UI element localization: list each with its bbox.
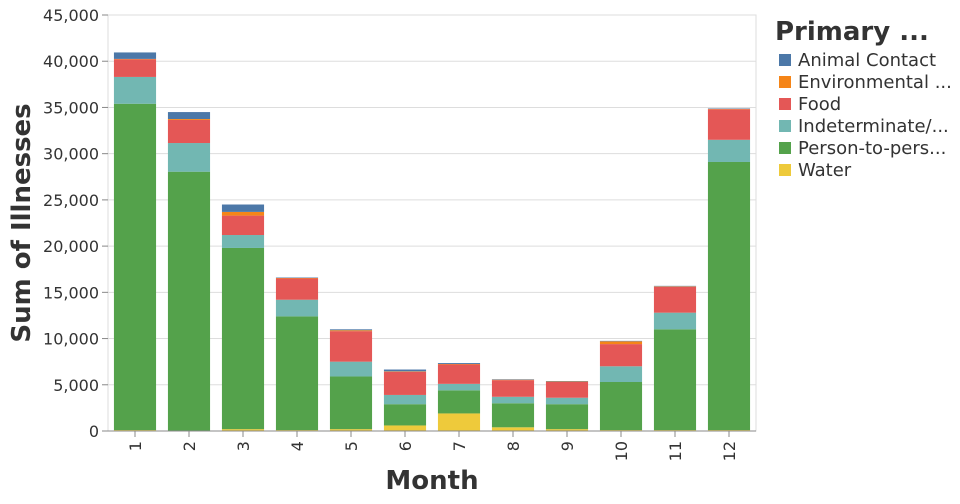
bar-segment — [546, 404, 588, 429]
bar-segment — [168, 172, 210, 431]
legend-label: Person-to-pers... — [798, 138, 946, 159]
x-tick-label: 11 — [666, 441, 685, 461]
bar-segment — [276, 278, 318, 299]
bar-segment — [708, 162, 750, 430]
bar-segment — [330, 376, 372, 429]
bar-segment — [438, 364, 480, 383]
bar-segment — [438, 363, 480, 364]
bar-segment — [330, 329, 372, 330]
x-tick-label: 5 — [342, 441, 361, 451]
x-tick-label: 3 — [234, 441, 253, 451]
bar-segment — [708, 140, 750, 162]
y-tick-label: 30,000 — [43, 145, 99, 164]
x-tick-label: 4 — [288, 441, 307, 451]
bar-segment — [222, 235, 264, 248]
bar-segment — [276, 300, 318, 317]
y-tick-label: 0 — [89, 422, 99, 441]
bar-segment — [384, 370, 426, 372]
x-tick-label: 6 — [396, 441, 415, 451]
bar-segment — [330, 362, 372, 377]
y-tick-label: 5,000 — [53, 376, 99, 395]
y-axis-title: Sum of Illnesses — [7, 103, 37, 342]
y-tick-label: 20,000 — [43, 237, 99, 256]
bar-segment — [384, 395, 426, 404]
legend-swatch — [779, 142, 791, 154]
x-tick-label: 9 — [558, 441, 577, 451]
bar-segment — [384, 372, 426, 395]
bar-segment — [330, 330, 372, 331]
bar-segment — [492, 380, 534, 397]
bar-segment — [330, 331, 372, 362]
bar-segment — [546, 398, 588, 404]
legend-swatch — [779, 98, 791, 110]
x-tick-label: 7 — [450, 441, 469, 451]
legend-swatch — [779, 164, 791, 176]
legend-label: Animal Contact — [798, 50, 936, 71]
x-tick-label: 1 — [126, 441, 145, 451]
bar-segment — [600, 366, 642, 382]
x-tick-label: 2 — [180, 441, 199, 451]
legend: Primary ... Animal ContactEnvironmental … — [775, 17, 952, 181]
bar-segment — [492, 397, 534, 403]
bar-segment — [168, 119, 210, 120]
bar-segment — [438, 413, 480, 431]
bar-segment — [222, 205, 264, 212]
bar-segment — [600, 382, 642, 430]
bar-segment — [168, 112, 210, 119]
bars — [114, 52, 750, 431]
bar-segment — [654, 329, 696, 430]
bar-segment — [708, 109, 750, 140]
y-tick-label: 40,000 — [43, 52, 99, 71]
bar-segment — [222, 216, 264, 235]
bar-segment — [654, 287, 696, 313]
y-axis-ticks: 0 5,000 10,000 15,000 20,000 25,000 30,000 35,0… — [43, 6, 108, 441]
legend-swatch — [779, 76, 791, 88]
bar-segment — [114, 104, 156, 430]
bar-segment — [600, 344, 642, 366]
bar-segment — [600, 341, 642, 344]
bar-segment — [492, 403, 534, 427]
bar-segment — [222, 212, 264, 216]
bar-segment — [222, 248, 264, 429]
bar-segment — [438, 384, 480, 390]
y-tick-label: 25,000 — [43, 191, 99, 210]
legend-label: Food — [798, 94, 841, 115]
y-tick-label: 45,000 — [43, 6, 99, 25]
bar-segment — [114, 59, 156, 77]
legend-label: Indeterminate/... — [798, 116, 949, 137]
bar-segment — [276, 316, 318, 430]
bar-segment — [168, 143, 210, 172]
legend-swatch — [779, 54, 791, 66]
x-axis-title: Month — [385, 466, 478, 496]
bar-segment — [384, 425, 426, 431]
bar-segment — [114, 52, 156, 58]
x-tick-label: 10 — [612, 441, 631, 461]
bar-segment — [168, 120, 210, 143]
legend-label: Water — [798, 160, 852, 181]
y-tick-label: 10,000 — [43, 330, 99, 349]
y-tick-label: 15,000 — [43, 283, 99, 302]
x-tick-label: 8 — [504, 441, 523, 451]
bar-segment — [438, 390, 480, 413]
legend-label: Environmental ... — [798, 72, 952, 93]
bar-segment — [546, 382, 588, 398]
bar-segment — [114, 77, 156, 104]
bar-segment — [654, 313, 696, 330]
y-tick-label: 35,000 — [43, 98, 99, 117]
bar-segment — [384, 404, 426, 425]
legend-swatch — [779, 120, 791, 132]
x-tick-label: 12 — [720, 441, 739, 461]
legend-title: Primary ... — [775, 17, 929, 47]
bar-segment — [492, 427, 534, 431]
